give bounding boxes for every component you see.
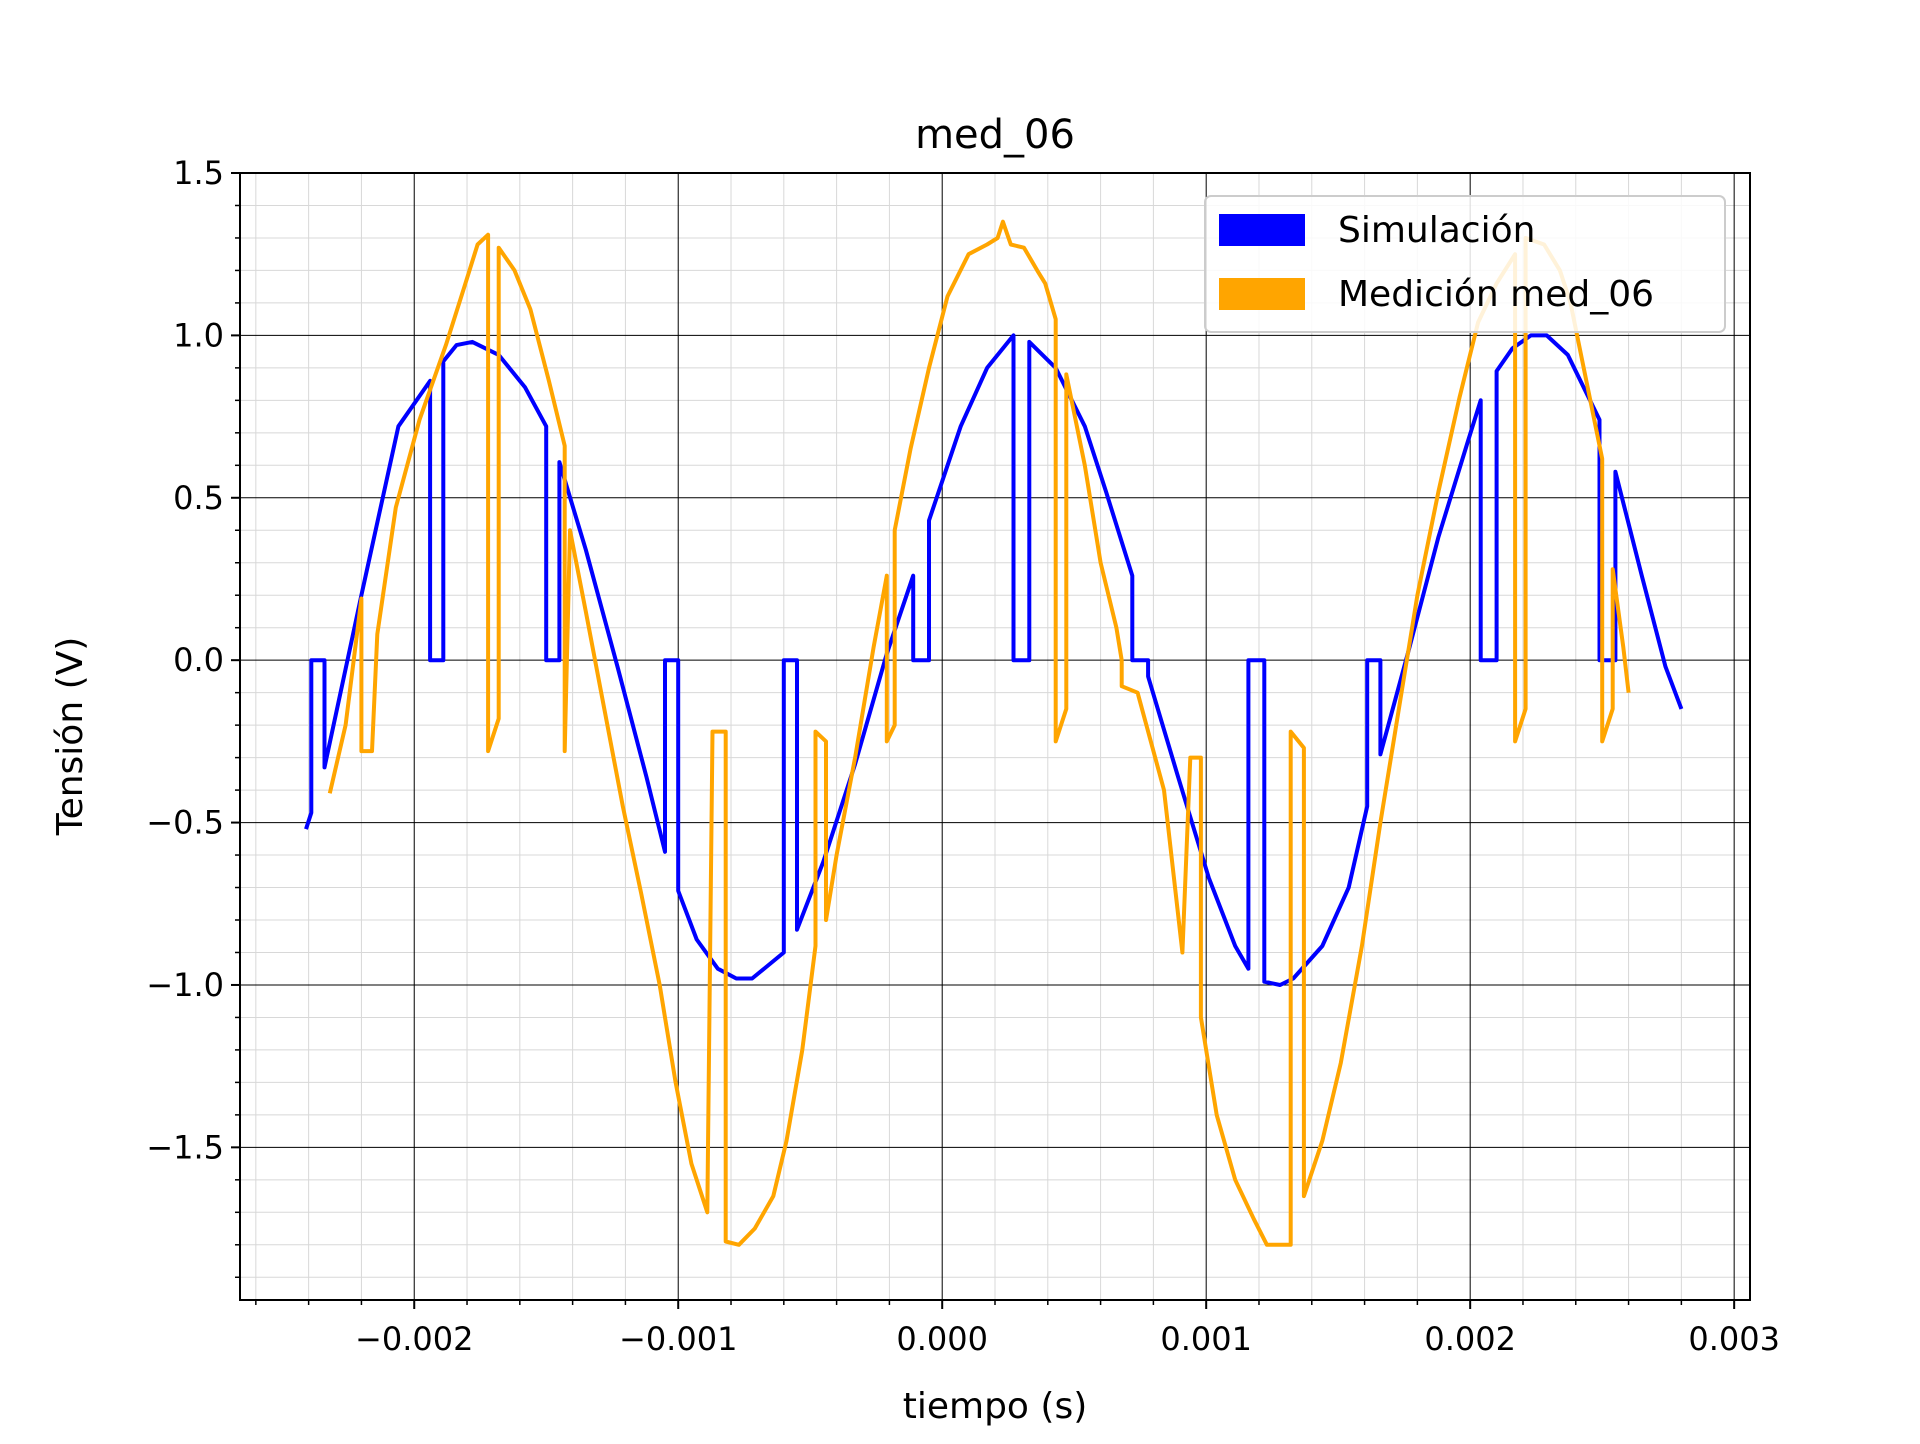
series-layer [304,219,1684,1247]
x-tick-label: −0.001 [619,1320,737,1358]
series-line-simulacion [304,333,1684,987]
y-tick-label: 1.0 [173,316,224,354]
axis-ticks: −0.002 −0.001 0.000 0.001 0.002 0.003 −1.5 −1.0… [146,154,1780,1358]
x-tick-label: 0.003 [1688,1320,1780,1358]
y-axis-label: Tensión (V) [50,637,91,837]
y-tick-label: 0.5 [173,479,224,517]
y-tick-label: −0.5 [146,804,224,842]
x-tick-label: 0.002 [1424,1320,1516,1358]
y-tick-label: 1.5 [173,154,224,192]
y-tick-label: 0.0 [173,641,224,679]
legend-swatch [1219,214,1305,246]
legend-label: Medición med_06 [1338,274,1654,315]
legend-box [1204,195,1726,333]
y-tick-label: −1.5 [146,1128,224,1166]
legend-swatch [1219,278,1305,310]
legend-label: Simulación [1338,210,1535,251]
x-axis-label: tiempo (s) [903,1386,1088,1427]
series-line-medicion [327,219,1631,1247]
x-tick-label: 0.001 [1160,1320,1252,1358]
y-tick-label: −1.0 [146,966,224,1004]
legend: Simulación Medición med_06 [1204,195,1726,333]
x-tick-label: 0.000 [896,1320,988,1358]
x-tick-label: −0.002 [355,1320,473,1358]
chart-title: med_06 [915,112,1075,158]
